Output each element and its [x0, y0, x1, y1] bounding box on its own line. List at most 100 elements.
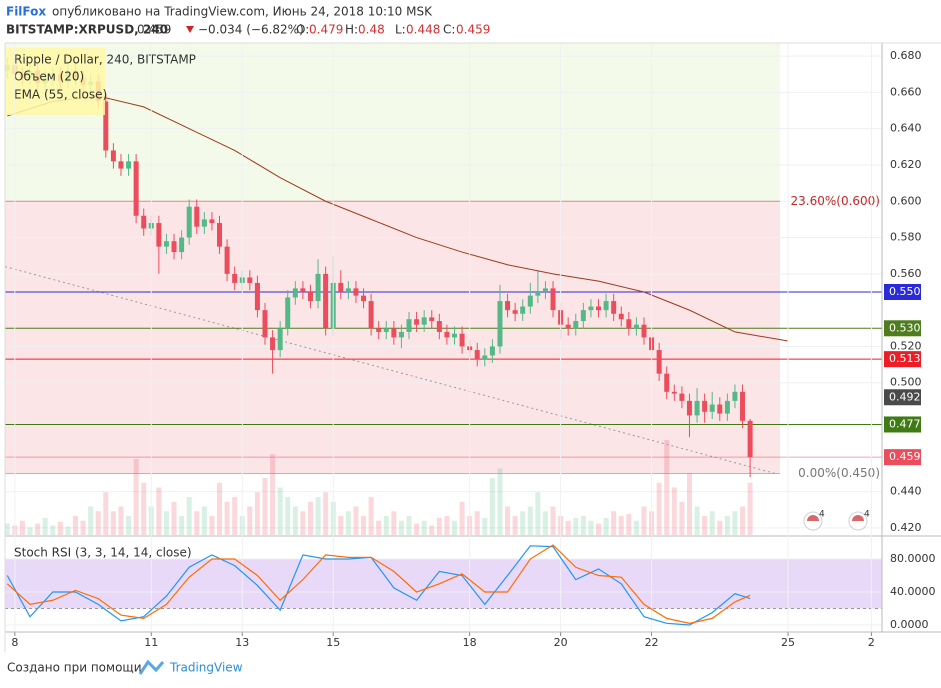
candle-body	[186, 206, 192, 238]
volume-bar	[232, 497, 238, 535]
candle-body	[451, 333, 457, 338]
volume-bar	[406, 516, 412, 535]
volume-bar	[747, 482, 753, 535]
volume-bar	[421, 520, 427, 535]
volume-bar	[285, 497, 291, 535]
x-tick-label: 13	[235, 636, 249, 649]
volume-bar	[254, 492, 260, 535]
candle-body	[429, 317, 435, 322]
candle-body	[671, 391, 677, 394]
volume-bar	[694, 506, 700, 535]
y-tick-label: 0.520	[890, 339, 922, 352]
candle-body	[740, 391, 746, 421]
candle-body	[171, 241, 177, 253]
volume-bar	[436, 517, 442, 535]
candle-body	[110, 150, 116, 162]
level-box	[884, 389, 921, 406]
volume-bar	[179, 516, 185, 535]
y-tick-label: 0.600	[890, 194, 922, 207]
volume-bar	[573, 517, 579, 535]
candle-body	[126, 161, 132, 169]
candle-body	[656, 350, 662, 374]
candle-body	[323, 273, 329, 329]
y-tick-label: 0.560	[890, 267, 922, 280]
candle-body	[315, 273, 321, 302]
volume-bar	[57, 521, 63, 535]
volume-bar	[474, 511, 480, 535]
volume-bar	[50, 525, 56, 535]
volume-bar	[201, 506, 207, 535]
candle-body	[702, 400, 708, 412]
candle-body	[421, 317, 427, 325]
volume-bar	[542, 511, 548, 535]
candle-body	[232, 273, 238, 283]
legend-title: Ripple / Dollar, 240, BITSTAMP	[14, 53, 196, 67]
candle-body	[550, 288, 556, 311]
volume-bar	[72, 516, 78, 535]
level-label: 0.477	[889, 417, 921, 430]
high-value: 0.48	[358, 23, 385, 37]
level-box	[884, 320, 921, 337]
level-label: 0.550	[889, 285, 921, 298]
event-flag	[807, 515, 819, 521]
candle-body	[118, 161, 124, 169]
candle-body	[285, 297, 291, 329]
candle-body	[262, 310, 268, 338]
volume-bar	[550, 506, 556, 535]
volume-bar	[656, 482, 662, 535]
y-tick-label: 80.0000	[890, 552, 936, 565]
level-box	[884, 283, 921, 300]
candle-body	[277, 328, 283, 351]
last-price: 0.459	[137, 23, 171, 37]
y-tick-label: 0.620	[890, 158, 922, 171]
candle-body	[505, 301, 511, 311]
volume-bar	[618, 516, 624, 535]
candle-body	[603, 301, 609, 311]
volume-bar	[565, 520, 571, 535]
candle-body	[641, 324, 647, 338]
volume-bar	[300, 511, 306, 535]
y-tick-label: 0.640	[890, 122, 922, 135]
candle-body	[398, 331, 404, 338]
volume-bar	[497, 468, 503, 535]
stoch-line	[6, 545, 751, 626]
candle-body	[254, 282, 260, 311]
volume-bar	[429, 525, 435, 535]
volume-bar	[194, 511, 200, 535]
candle-body	[611, 301, 617, 314]
volume-bar	[664, 440, 670, 535]
author: FilFox	[6, 5, 46, 19]
volume-bar	[247, 506, 253, 535]
volume-bar	[686, 473, 692, 535]
volume-bar	[724, 516, 730, 535]
volume-bar	[171, 501, 177, 535]
candle-body	[436, 321, 442, 332]
volume-bar	[527, 506, 533, 535]
candle-body	[353, 288, 359, 296]
candle-body	[512, 310, 518, 314]
published: опубликовано на TradingView.com, Июнь 24…	[52, 5, 433, 19]
volume-bar	[270, 454, 276, 535]
footer-created: Создано при помощи	[7, 661, 142, 675]
x-tick-label: 2	[868, 636, 875, 649]
x-tick-label: 25	[781, 636, 795, 649]
footer-brand[interactable]: TradingView	[169, 661, 243, 675]
candle-body	[679, 393, 685, 401]
candle-body	[292, 288, 298, 298]
x-tick-label: 8	[11, 636, 18, 649]
level-box	[884, 416, 921, 433]
candle-body	[596, 306, 602, 311]
candle-body	[345, 288, 351, 292]
volume-bar	[482, 517, 488, 535]
volume-bar	[376, 520, 382, 535]
y-tick-label: 0.440	[890, 485, 922, 498]
volume-bar	[732, 511, 738, 535]
candle-body	[724, 400, 730, 414]
candle-body	[391, 328, 397, 338]
candle-body	[482, 355, 488, 360]
candle-body	[444, 331, 450, 338]
volume-bar	[520, 511, 526, 535]
candle-body	[141, 215, 147, 229]
volume-bar	[338, 516, 344, 535]
volume-bar	[414, 523, 420, 535]
